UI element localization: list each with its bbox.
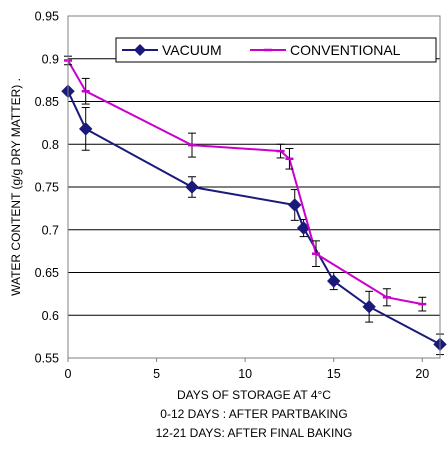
series-line-vacuum <box>67 90 441 346</box>
x-tick-labels: 0 5 10 15 20 <box>65 358 429 381</box>
x-tick-label-0: 0 <box>65 367 72 381</box>
x-tick-label-2: 10 <box>238 367 252 381</box>
y-tick-label-5: 0.8 <box>42 138 59 152</box>
y-tick-label-0: 0.55 <box>35 352 59 366</box>
y-tick-label-3: 0.7 <box>42 223 59 237</box>
y-tick-label-8: 0.95 <box>35 10 59 24</box>
y-tick-label-6: 0.85 <box>35 95 59 109</box>
y-tick-label-1: 0.6 <box>42 309 59 323</box>
point-vacuum-3 <box>288 198 302 212</box>
x-tick-label-1: 5 <box>153 367 160 381</box>
y-tick-label-4: 0.75 <box>35 181 59 195</box>
series-vacuum <box>61 84 447 356</box>
legend: VACUUM CONVENTIONAL <box>115 37 437 63</box>
x-tick-label-3: 15 <box>327 367 341 381</box>
x-axis-note-partbaking: 0-12 DAYS : AFTER PARTBAKING <box>160 407 347 421</box>
y-tick-label-2: 0.65 <box>35 266 59 280</box>
gridlines <box>68 15 440 359</box>
point-vacuum-1 <box>79 122 93 136</box>
legend-label-vacuum: VACUUM <box>162 42 222 58</box>
x-axis-title: DAYS OF STORAGE AT 4°C <box>177 388 331 402</box>
y-tick-labels: 0.55 0.6 0.65 0.7 0.75 0.8 0.85 0.9 0.95 <box>35 10 59 366</box>
x-axis-note-final-baking: 12-21 DAYS: AFTER FINAL BAKING <box>156 426 353 440</box>
plot-frame <box>67 15 441 359</box>
y-axis-title: WATER CONTENT (g/g DRY MATTER) . <box>9 78 23 296</box>
point-vacuum-2 <box>185 180 199 194</box>
series-layer <box>61 55 447 356</box>
point-vacuum-6 <box>362 299 376 314</box>
legend-marker-vacuum <box>134 44 146 56</box>
legend-label-conventional: CONVENTIONAL <box>290 42 401 58</box>
y-tick-label-7: 0.9 <box>42 52 59 66</box>
x-tick-label-4: 20 <box>415 367 429 381</box>
point-vacuum-5 <box>327 274 341 288</box>
series-line-conventional <box>67 60 423 306</box>
